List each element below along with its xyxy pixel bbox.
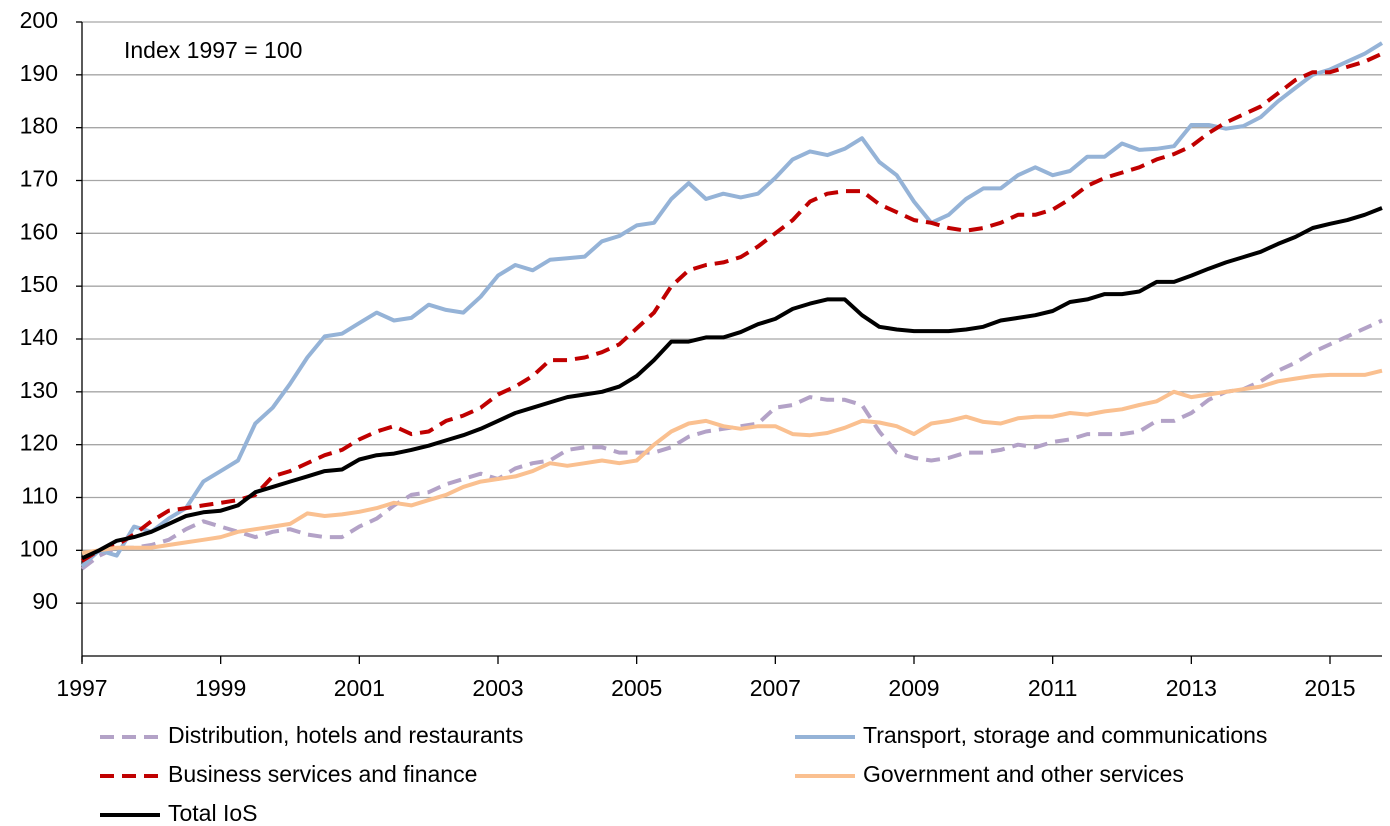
y-tick-label: 90 xyxy=(32,588,58,614)
series-line xyxy=(80,51,1383,563)
y-tick-label: 190 xyxy=(20,60,58,86)
y-tick-label: 150 xyxy=(20,271,58,297)
y-tick-label: 100 xyxy=(20,535,58,561)
x-tick-label: 2001 xyxy=(334,675,385,701)
legend-label: Business services and finance xyxy=(168,761,477,787)
x-tick-label: 1997 xyxy=(56,675,107,701)
legend-label: Distribution, hotels and restaurants xyxy=(168,722,523,748)
y-tick-label: 180 xyxy=(20,113,58,139)
x-tick-label: 2003 xyxy=(472,675,523,701)
x-tick-label: 2011 xyxy=(1028,675,1077,701)
x-tick-label: 2007 xyxy=(750,675,801,701)
x-tick-label: 1999 xyxy=(195,675,246,701)
series-line xyxy=(81,368,1383,555)
legend-label: Total IoS xyxy=(168,800,258,826)
y-tick-label: 130 xyxy=(20,377,58,403)
y-tick-label: 200 xyxy=(20,7,58,33)
series-line xyxy=(81,206,1383,561)
y-tick-label: 160 xyxy=(20,218,58,244)
x-tick-label: 2005 xyxy=(611,675,662,701)
legend-label: Government and other services xyxy=(863,761,1184,787)
x-tick-label: 2009 xyxy=(888,675,939,701)
x-tick-label: 2015 xyxy=(1304,675,1355,701)
y-tick-label: 120 xyxy=(20,430,58,456)
x-tick-label: 2013 xyxy=(1166,675,1217,701)
series-line xyxy=(80,41,1384,568)
legend-label: Transport, storage and communications xyxy=(863,722,1267,748)
y-tick-label: 140 xyxy=(20,324,58,350)
y-tick-label: 110 xyxy=(21,483,58,509)
annotation: Index 1997 = 100 xyxy=(124,37,302,63)
y-tick-label: 170 xyxy=(20,166,58,192)
